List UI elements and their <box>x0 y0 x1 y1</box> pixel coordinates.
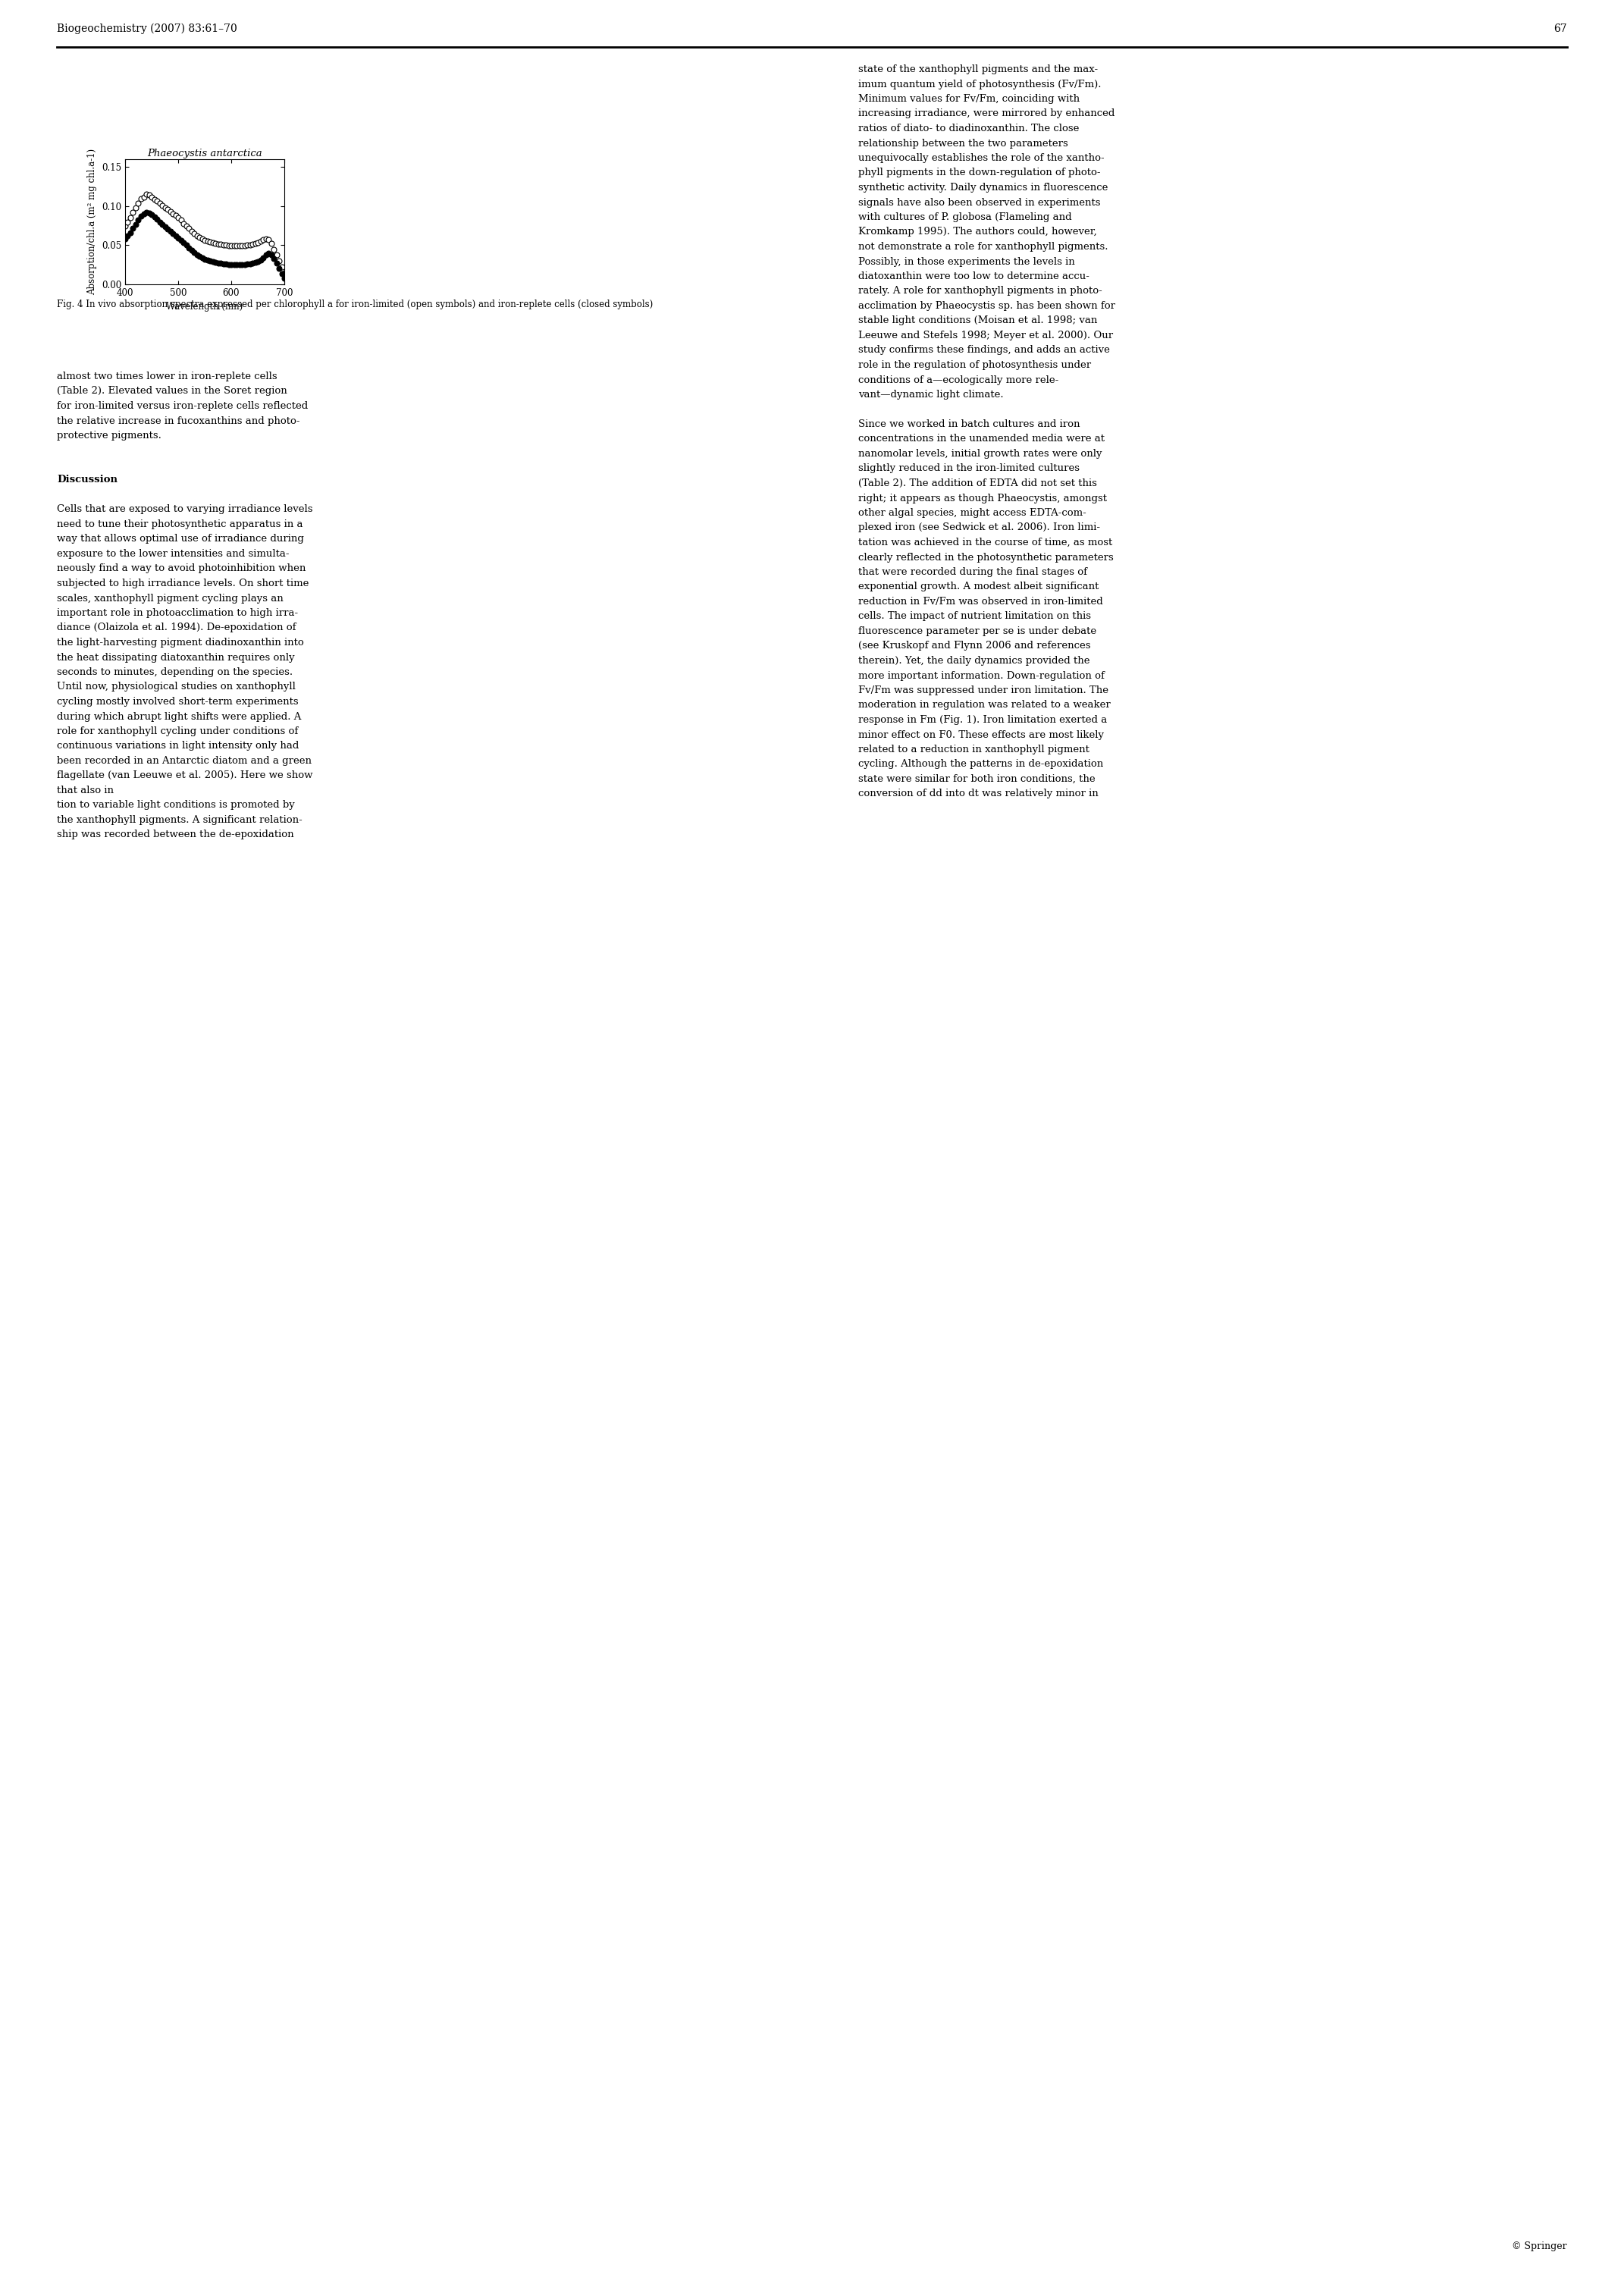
Text: role in the regulation of photosynthesis under: role in the regulation of photosynthesis… <box>857 360 1091 369</box>
Text: flagellate (van Leeuwe et al. 2005). Here we show: flagellate (van Leeuwe et al. 2005). Her… <box>57 770 313 780</box>
Text: increasing irradiance, were mirrored by enhanced: increasing irradiance, were mirrored by … <box>857 108 1114 119</box>
Text: exposure to the lower intensities and simulta-: exposure to the lower intensities and si… <box>57 548 289 559</box>
Text: the relative increase in fucoxanthins and photo-: the relative increase in fucoxanthins an… <box>57 415 300 426</box>
Text: vant—dynamic light climate.: vant—dynamic light climate. <box>857 390 1004 399</box>
Text: role for xanthophyll cycling under conditions of: role for xanthophyll cycling under condi… <box>57 727 299 736</box>
Text: moderation in regulation was related to a weaker: moderation in regulation was related to … <box>857 699 1111 711</box>
Text: for iron-limited versus iron-replete cells reflected: for iron-limited versus iron-replete cel… <box>57 401 309 410</box>
Text: Discussion: Discussion <box>57 475 117 484</box>
Text: response in Fm (Fig. 1). Iron limitation exerted a: response in Fm (Fig. 1). Iron limitation… <box>857 715 1108 725</box>
Text: stable light conditions (Moisan et al. 1998; van: stable light conditions (Moisan et al. 1… <box>857 316 1098 326</box>
Text: (Table 2). Elevated values in the Soret region: (Table 2). Elevated values in the Soret … <box>57 385 287 397</box>
Text: Since we worked in batch cultures and iron: Since we worked in batch cultures and ir… <box>857 420 1080 429</box>
Text: almost two times lower in iron-replete cells: almost two times lower in iron-replete c… <box>57 371 278 381</box>
Text: © Springer: © Springer <box>1512 2243 1567 2252</box>
Text: therein). Yet, the daily dynamics provided the: therein). Yet, the daily dynamics provid… <box>857 656 1090 665</box>
Text: right; it appears as though Phaeocystis, amongst: right; it appears as though Phaeocystis,… <box>857 493 1108 502</box>
Text: (see Kruskopf and Flynn 2006 and references: (see Kruskopf and Flynn 2006 and referen… <box>857 642 1091 651</box>
Text: more important information. Down-regulation of: more important information. Down-regulat… <box>857 670 1104 681</box>
X-axis label: Wavelength (nm): Wavelength (nm) <box>166 303 244 312</box>
Text: cycling mostly involved short-term experiments: cycling mostly involved short-term exper… <box>57 697 299 706</box>
Text: the heat dissipating diatoxanthin requires only: the heat dissipating diatoxanthin requir… <box>57 654 294 663</box>
Text: nanomolar levels, initial growth rates were only: nanomolar levels, initial growth rates w… <box>857 449 1103 459</box>
Text: been recorded in an Antarctic diatom and a green: been recorded in an Antarctic diatom and… <box>57 757 312 766</box>
Text: acclimation by Phaeocystis sp. has been shown for: acclimation by Phaeocystis sp. has been … <box>857 300 1116 312</box>
Text: subjected to high irradiance levels. On short time: subjected to high irradiance levels. On … <box>57 578 309 589</box>
Text: minor effect on F0. These effects are most likely: minor effect on F0. These effects are mo… <box>857 729 1104 741</box>
Text: diance (Olaizola et al. 1994). De-epoxidation of: diance (Olaizola et al. 1994). De-epoxid… <box>57 624 296 633</box>
Text: Kromkamp 1995). The authors could, however,: Kromkamp 1995). The authors could, howev… <box>857 227 1096 236</box>
Text: state were similar for both iron conditions, the: state were similar for both iron conditi… <box>857 775 1095 784</box>
Text: Minimum values for Fv/Fm, coinciding with: Minimum values for Fv/Fm, coinciding wit… <box>857 94 1080 103</box>
Text: seconds to minutes, depending on the species.: seconds to minutes, depending on the spe… <box>57 667 292 676</box>
Text: unequivocally establishes the role of the xantho-: unequivocally establishes the role of th… <box>857 154 1104 163</box>
Text: imum quantum yield of photosynthesis (Fv/Fm).: imum quantum yield of photosynthesis (Fv… <box>857 80 1101 89</box>
Text: cells. The impact of nutrient limitation on this: cells. The impact of nutrient limitation… <box>857 612 1091 621</box>
Text: with cultures of P. globosa (Flameling and: with cultures of P. globosa (Flameling a… <box>857 213 1072 222</box>
Text: relationship between the two parameters: relationship between the two parameters <box>857 138 1069 149</box>
Text: during which abrupt light shifts were applied. A: during which abrupt light shifts were ap… <box>57 711 302 722</box>
Y-axis label: Absorption/chl.a (m² mg chl.a-1): Absorption/chl.a (m² mg chl.a-1) <box>88 149 97 296</box>
Text: way that allows optimal use of irradiance during: way that allows optimal use of irradianc… <box>57 534 304 543</box>
Text: other algal species, might access EDTA-com-: other algal species, might access EDTA-c… <box>857 509 1086 518</box>
Text: plexed iron (see Sedwick et al. 2006). Iron limi-: plexed iron (see Sedwick et al. 2006). I… <box>857 523 1099 532</box>
Text: the xanthophyll pigments. A significant relation-: the xanthophyll pigments. A significant … <box>57 814 302 825</box>
Text: signals have also been observed in experiments: signals have also been observed in exper… <box>857 197 1101 206</box>
Text: cycling. Although the patterns in de-epoxidation: cycling. Although the patterns in de-epo… <box>857 759 1103 768</box>
Text: related to a reduction in xanthophyll pigment: related to a reduction in xanthophyll pi… <box>857 745 1090 754</box>
Text: important role in photoacclimation to high irra-: important role in photoacclimation to hi… <box>57 608 299 619</box>
Text: (Table 2). The addition of EDTA did not set this: (Table 2). The addition of EDTA did not … <box>857 479 1096 488</box>
Text: exponential growth. A modest albeit significant: exponential growth. A modest albeit sign… <box>857 582 1099 592</box>
Text: Cells that are exposed to varying irradiance levels: Cells that are exposed to varying irradi… <box>57 504 313 514</box>
Text: ratios of diato- to diadinoxanthin. The close: ratios of diato- to diadinoxanthin. The … <box>857 124 1080 133</box>
Text: diatoxanthin were too low to determine accu-: diatoxanthin were too low to determine a… <box>857 271 1090 282</box>
Text: need to tune their photosynthetic apparatus in a: need to tune their photosynthetic appara… <box>57 521 304 530</box>
Title: Phaeocystis antarctica: Phaeocystis antarctica <box>148 149 261 158</box>
Text: Possibly, in those experiments the levels in: Possibly, in those experiments the level… <box>857 257 1075 266</box>
Text: that were recorded during the final stages of: that were recorded during the final stag… <box>857 566 1086 578</box>
Text: Leeuwe and Stefels 1998; Meyer et al. 2000). Our: Leeuwe and Stefels 1998; Meyer et al. 20… <box>857 330 1112 339</box>
Text: neously find a way to avoid photoinhibition when: neously find a way to avoid photoinhibit… <box>57 564 305 573</box>
Text: Fig. 4 In vivo absorption spectra expressed per chlorophyll a for iron-limited (: Fig. 4 In vivo absorption spectra expres… <box>57 300 653 310</box>
Text: study confirms these findings, and adds an active: study confirms these findings, and adds … <box>857 346 1109 355</box>
Text: phyll pigments in the down-regulation of photo-: phyll pigments in the down-regulation of… <box>857 167 1101 179</box>
Text: Biogeochemistry (2007) 83:61–70: Biogeochemistry (2007) 83:61–70 <box>57 23 237 34</box>
Text: scales, xanthophyll pigment cycling plays an: scales, xanthophyll pigment cycling play… <box>57 594 283 603</box>
Text: reduction in Fv/Fm was observed in iron-limited: reduction in Fv/Fm was observed in iron-… <box>857 596 1103 608</box>
Text: concentrations in the unamended media were at: concentrations in the unamended media we… <box>857 433 1104 445</box>
Text: that also in: that also in <box>57 786 117 796</box>
Text: the light-harvesting pigment diadinoxanthin into: the light-harvesting pigment diadinoxant… <box>57 637 304 647</box>
Text: synthetic activity. Daily dynamics in fluorescence: synthetic activity. Daily dynamics in fl… <box>857 183 1108 193</box>
Text: 67: 67 <box>1554 23 1567 34</box>
Text: tion to variable light conditions is promoted by: tion to variable light conditions is pro… <box>57 800 294 809</box>
Text: protective pigments.: protective pigments. <box>57 431 161 440</box>
Text: conversion of dd into dt was relatively minor in: conversion of dd into dt was relatively … <box>857 789 1098 798</box>
Text: conditions of a—ecologically more rele-: conditions of a—ecologically more rele- <box>857 376 1059 385</box>
Text: ship was recorded between the de-epoxidation: ship was recorded between the de-epoxida… <box>57 830 294 839</box>
Text: clearly reflected in the photosynthetic parameters: clearly reflected in the photosynthetic … <box>857 553 1114 562</box>
Text: fluorescence parameter per se is under debate: fluorescence parameter per se is under d… <box>857 626 1096 635</box>
Text: tation was achieved in the course of time, as most: tation was achieved in the course of tim… <box>857 537 1112 548</box>
Text: continuous variations in light intensity only had: continuous variations in light intensity… <box>57 741 299 752</box>
Text: state of the xanthophyll pigments and the max-: state of the xanthophyll pigments and th… <box>857 64 1098 73</box>
Text: rately. A role for xanthophyll pigments in photo-: rately. A role for xanthophyll pigments … <box>857 287 1103 296</box>
Text: Fv/Fm was suppressed under iron limitation. The: Fv/Fm was suppressed under iron limitati… <box>857 686 1109 695</box>
Text: not demonstrate a role for xanthophyll pigments.: not demonstrate a role for xanthophyll p… <box>857 241 1108 252</box>
Text: Until now, physiological studies on xanthophyll: Until now, physiological studies on xant… <box>57 681 296 692</box>
Text: slightly reduced in the iron-limited cultures: slightly reduced in the iron-limited cul… <box>857 463 1080 475</box>
